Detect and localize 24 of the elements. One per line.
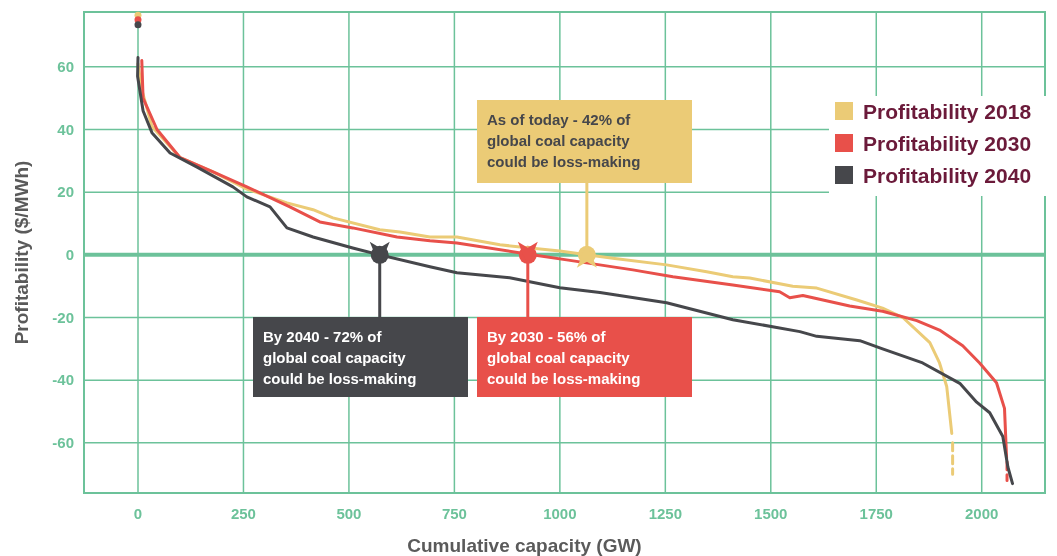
- y-tick-label: 20: [57, 183, 74, 201]
- y-tick-label: -20: [52, 308, 74, 326]
- x-tick-label: 250: [230, 505, 256, 522]
- x-axis-title: Cumulative capacity (GW): [407, 535, 642, 556]
- y-tick-label: -60: [52, 433, 74, 451]
- y-tick-label: 60: [57, 57, 74, 75]
- x-tick-label: 2000: [965, 505, 999, 522]
- y-tick-label: 0: [65, 245, 74, 263]
- annotation: By 2030 - 56% of global coal capacity could be loss-making: [487, 328, 641, 387]
- x-tick-label: 0: [133, 505, 143, 522]
- legend-label: Profitability 2018: [863, 100, 1032, 123]
- x-tick-label: 500: [336, 505, 362, 522]
- x-tick-label: 1750: [859, 505, 893, 522]
- y-tick-label: 40: [57, 120, 74, 138]
- y-axis-title: Profitability ($/MWh): [11, 160, 32, 345]
- annotation: By 2040 - 72% of global coal capacity could be loss-making: [263, 328, 417, 387]
- x-tick-label: 1000: [543, 505, 577, 522]
- legend-label: Profitability 2030: [863, 132, 1032, 155]
- x-tick-label: 1500: [754, 505, 788, 522]
- x-tick-label: 750: [441, 505, 467, 522]
- x-tick-label: 1250: [648, 505, 683, 522]
- annotation: As of today - 42% of global coal capacity could be loss-making: [487, 111, 641, 170]
- legend-label: Profitability 2040: [863, 164, 1032, 187]
- y-tick-label: -40: [52, 371, 74, 389]
